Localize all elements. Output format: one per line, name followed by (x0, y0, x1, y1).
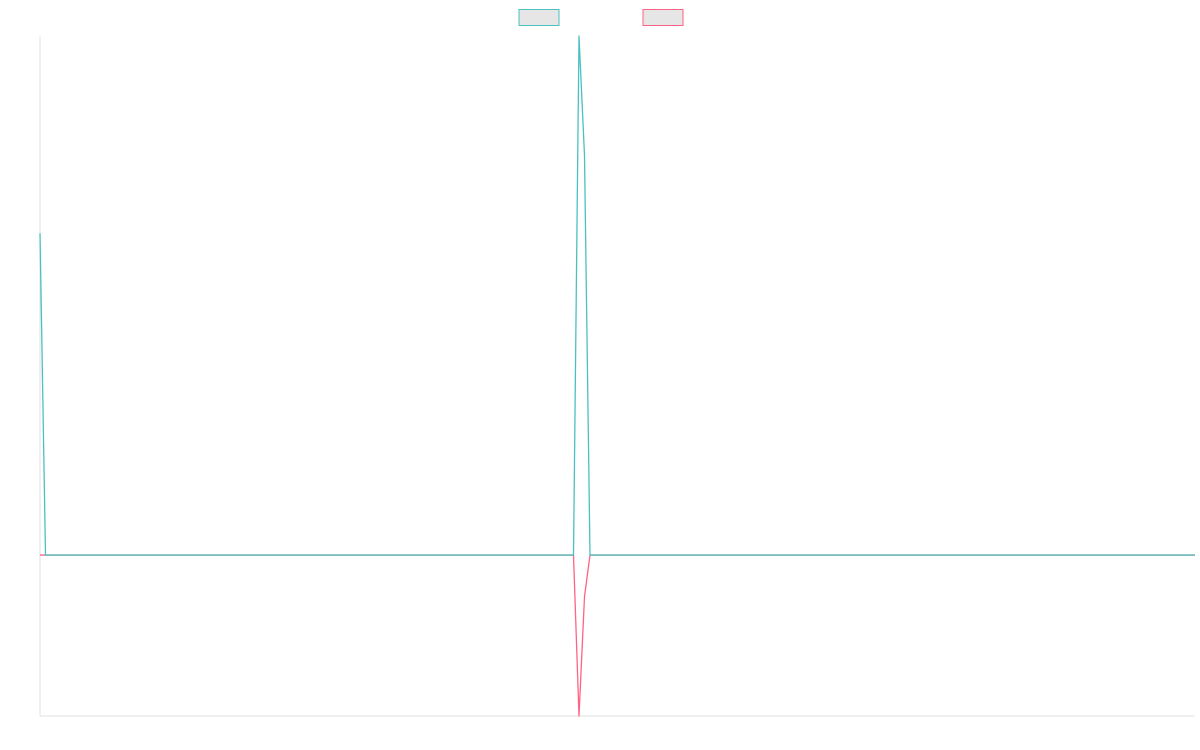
series-2-line (40, 554, 1195, 717)
legend-swatch-series-1 (518, 9, 560, 26)
series-1-line (39, 35, 1195, 556)
legend-swatch-series-2 (642, 9, 684, 26)
